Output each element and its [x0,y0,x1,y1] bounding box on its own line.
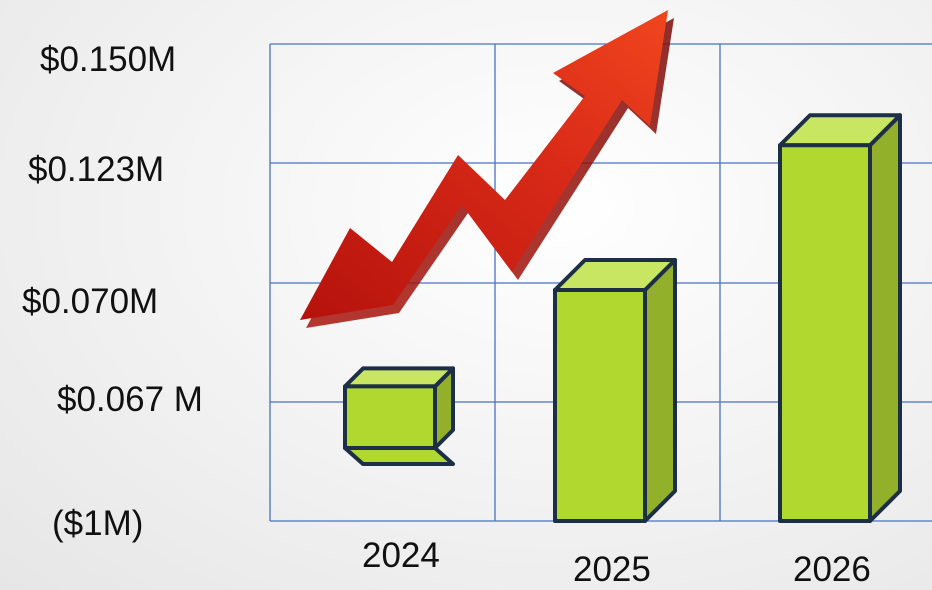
x-tick-label: 2025 [573,550,651,589]
y-tick-label: $0.070M [22,282,159,321]
y-tick-label: $0.150M [40,40,177,79]
y-tick-label: $0.123M [28,150,165,189]
bar-2026 [778,113,902,524]
bar-2025 [553,258,677,523]
y-tick-label: ($1M) [52,504,144,543]
trend-arrow-icon [300,10,674,328]
x-tick-label: 2026 [793,550,871,589]
bars [343,113,902,524]
bar-2024 [343,366,455,466]
x-tick-label: 2024 [362,536,440,575]
y-tick-label: $0.067 M [57,380,203,419]
